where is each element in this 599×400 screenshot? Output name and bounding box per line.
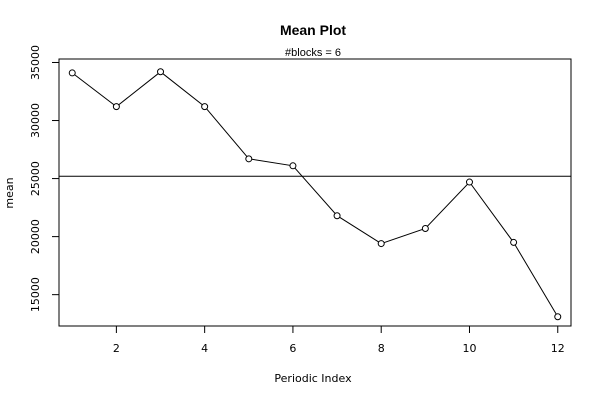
chart-title: Mean Plot (280, 22, 346, 38)
chart-subtitle: #blocks = 6 (285, 47, 341, 59)
y-tick-label-35000: 35000 (29, 45, 42, 80)
y-tick-label-30000: 30000 (29, 103, 42, 138)
data-point-4 (201, 103, 209, 111)
data-point-12 (554, 313, 562, 321)
x-axis-label: Periodic Index (274, 372, 352, 385)
data-point-1 (68, 69, 76, 77)
data-point-6 (289, 162, 297, 170)
y-tick-label-25000: 25000 (29, 161, 42, 196)
x-tick-label-6: 6 (289, 342, 296, 355)
x-tick-label-10: 10 (462, 342, 476, 355)
x-tick-label-8: 8 (378, 342, 385, 355)
x-tick-label-2: 2 (113, 342, 120, 355)
mean-series-line (71, 71, 559, 317)
x-tick-label-12: 12 (551, 342, 565, 355)
y-axis-label: mean (3, 177, 16, 208)
data-point-7 (333, 212, 341, 220)
data-point-10 (465, 178, 473, 186)
plot-frame (58, 58, 572, 327)
data-point-11 (510, 238, 518, 246)
y-tick-label-20000: 20000 (29, 219, 42, 254)
y-tick-label-15000: 15000 (29, 277, 42, 312)
data-point-8 (377, 240, 385, 248)
data-point-3 (157, 68, 165, 76)
data-point-9 (421, 224, 429, 232)
data-point-5 (245, 155, 253, 163)
x-tick-label-4: 4 (201, 342, 208, 355)
data-point-2 (112, 103, 120, 111)
